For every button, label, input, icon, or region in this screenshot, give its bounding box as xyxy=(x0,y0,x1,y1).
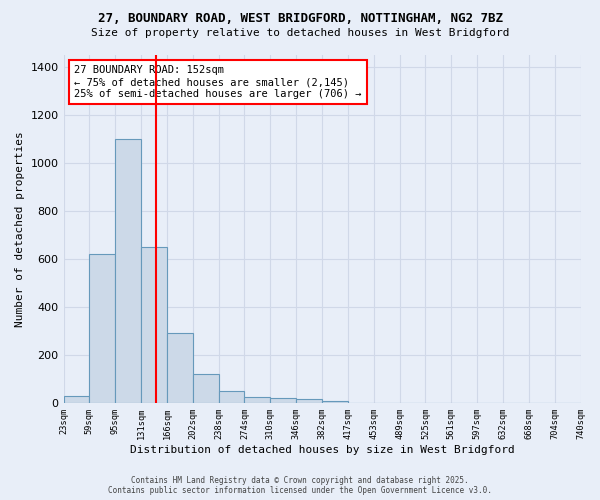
Bar xyxy=(89,254,115,403)
Bar xyxy=(167,334,193,403)
Bar xyxy=(115,139,141,403)
Bar xyxy=(218,391,244,403)
Text: 27, BOUNDARY ROAD, WEST BRIDGFORD, NOTTINGHAM, NG2 7BZ: 27, BOUNDARY ROAD, WEST BRIDGFORD, NOTTI… xyxy=(97,12,503,26)
Text: Size of property relative to detached houses in West Bridgford: Size of property relative to detached ho… xyxy=(91,28,509,38)
Text: 27 BOUNDARY ROAD: 152sqm
← 75% of detached houses are smaller (2,145)
25% of sem: 27 BOUNDARY ROAD: 152sqm ← 75% of detach… xyxy=(74,66,361,98)
Bar xyxy=(296,400,322,403)
Bar xyxy=(193,374,218,403)
Bar xyxy=(322,401,348,403)
Bar xyxy=(244,397,271,403)
Bar xyxy=(271,398,296,403)
Text: Contains HM Land Registry data © Crown copyright and database right 2025.
Contai: Contains HM Land Registry data © Crown c… xyxy=(108,476,492,495)
Y-axis label: Number of detached properties: Number of detached properties xyxy=(15,131,25,327)
Bar xyxy=(141,247,167,403)
Bar xyxy=(64,396,89,403)
X-axis label: Distribution of detached houses by size in West Bridgford: Distribution of detached houses by size … xyxy=(130,445,514,455)
